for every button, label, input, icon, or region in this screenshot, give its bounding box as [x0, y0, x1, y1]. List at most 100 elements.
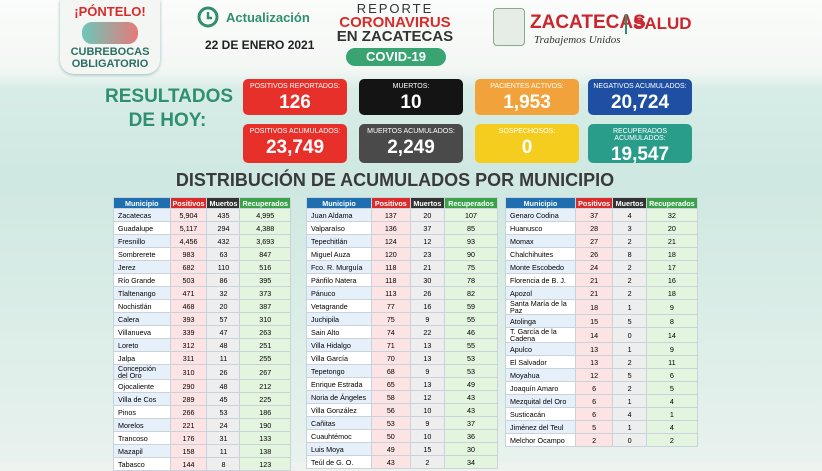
cell: 6 — [574, 394, 614, 408]
stat-box: RECUPERADOS ACUMULADOS: 19,547 — [588, 124, 692, 163]
cell: 6 — [574, 407, 614, 421]
cell: 32 — [206, 286, 241, 300]
cell: 71 — [370, 338, 411, 352]
cell: 471 — [169, 286, 208, 300]
cell: 63 — [206, 247, 241, 261]
table-row: Vetagrande 77 16 59 — [306, 299, 498, 313]
cell: 5 — [612, 368, 647, 382]
cell: 136 — [370, 221, 411, 235]
cell: 21 — [574, 286, 614, 300]
municipality-name: Momax — [505, 234, 576, 248]
table-row: Tepetongo 68 9 53 — [306, 364, 498, 378]
table-row: Florencia de B. J. 21 2 16 — [505, 273, 699, 287]
cell: 225 — [239, 392, 291, 406]
cell: 12 — [409, 390, 446, 404]
table-row: Fresnillo 4,456 432 3,693 — [113, 234, 291, 248]
municipality-name: Luis Moya — [306, 442, 372, 456]
municipality-name: Jerez — [113, 260, 171, 274]
cell: 58 — [370, 390, 411, 404]
update-label: Actualización — [226, 10, 310, 25]
table-row: Pánfilo Natera 118 30 78 — [306, 273, 498, 287]
table-row: Atolinga 15 5 8 — [505, 314, 699, 328]
municipality-name: Apulco — [505, 342, 576, 356]
cell: 1 — [612, 299, 647, 315]
cell: 395 — [239, 273, 291, 287]
cell: 75 — [370, 312, 411, 326]
column-header: Muertos — [612, 197, 647, 209]
cell: 311 — [169, 351, 208, 365]
municipality-table: Municipio Positivos Muertos Recuperados Zaca… — [113, 197, 291, 471]
municipality-name: Noria de Ángeles — [306, 390, 372, 404]
cell: 26 — [206, 364, 241, 380]
badge-line: OBLIGATORIO — [71, 58, 149, 70]
table-row: Momax 27 2 21 — [505, 234, 699, 248]
table-row: Cuauhtémoc 50 10 36 — [306, 429, 498, 443]
column-header: Municipio — [113, 197, 171, 209]
cell: 682 — [169, 260, 208, 274]
cell: 312 — [169, 338, 208, 352]
municipality-name: T. García de la Cadena — [505, 327, 576, 343]
municipality-name: Teúl de G. O. — [306, 455, 372, 469]
cell: 21 — [574, 273, 614, 287]
cell: 118 — [370, 260, 411, 274]
cell: 12 — [574, 368, 614, 382]
cell: 53 — [444, 351, 498, 365]
table-row: Calera 393 57 310 — [113, 312, 291, 326]
column-header: Muertos — [409, 197, 446, 209]
cell: 12 — [409, 234, 446, 248]
cell: 18 — [645, 247, 699, 261]
column-header: Positivos — [169, 197, 208, 209]
cell: 110 — [206, 260, 241, 274]
municipality-name: Cañitas — [306, 416, 372, 430]
cell: 124 — [370, 234, 411, 248]
cell: 17 — [645, 260, 699, 274]
cell: 24 — [574, 260, 614, 274]
cell: 24 — [206, 418, 241, 432]
cell: 56 — [370, 403, 411, 417]
cell: 22 — [409, 325, 446, 339]
municipality-name: Jalpa — [113, 351, 171, 365]
municipality-name: Valparaíso — [306, 221, 372, 235]
cell: 4,995 — [239, 208, 291, 222]
cell: 9 — [409, 312, 446, 326]
table-row: Villanueva 339 47 263 — [113, 325, 291, 339]
municipality-name: Tabasco — [113, 457, 171, 471]
cell: 47 — [206, 325, 241, 339]
cell: 55 — [444, 312, 498, 326]
municipality-name: Zacatecas — [113, 208, 171, 222]
table-row: Teúl de G. O. 43 2 34 — [306, 455, 498, 469]
table-row: Santa María de la Paz 18 1 9 — [505, 299, 699, 315]
cell: 255 — [239, 351, 291, 365]
badge-line: CUBREBOCAS — [70, 46, 150, 58]
table-row: Jiménez del Teul 5 1 4 — [505, 420, 699, 434]
cell: 176 — [169, 431, 208, 445]
cell: 1 — [612, 420, 647, 434]
municipality-name: Morelos — [113, 418, 171, 432]
column-header: Muertos — [206, 197, 241, 209]
cell: 34 — [444, 455, 498, 469]
cell: 46 — [444, 325, 498, 339]
stat-box: MUERTOS ACUMULADOS: 2,249 — [359, 124, 463, 163]
table-row: Mazapil 158 11 138 — [113, 444, 291, 458]
cell: 983 — [169, 247, 208, 261]
cell: 144 — [169, 457, 208, 471]
cell: 77 — [370, 299, 411, 313]
cell: 16 — [645, 273, 699, 287]
cell: 53 — [206, 405, 241, 419]
municipality-name: Chalchihuites — [505, 247, 576, 261]
cell: 15 — [409, 442, 446, 456]
cell: 6 — [645, 368, 699, 382]
cell: 251 — [239, 338, 291, 352]
table-row: Huanusco 28 3 20 — [505, 221, 699, 235]
table-row: Joaquín Amaro 6 2 5 — [505, 381, 699, 395]
cell: 4 — [612, 208, 647, 222]
cell: 221 — [169, 418, 208, 432]
cell: 5 — [574, 420, 614, 434]
cell: 68 — [370, 364, 411, 378]
cell: 8 — [645, 314, 699, 328]
results-heading: RESULTADOS DE HOY: — [105, 85, 233, 133]
cell: 86 — [206, 273, 241, 287]
table-row: Susticacán 6 4 1 — [505, 407, 699, 421]
cell: 65 — [370, 377, 411, 391]
cell: 28 — [574, 221, 614, 235]
